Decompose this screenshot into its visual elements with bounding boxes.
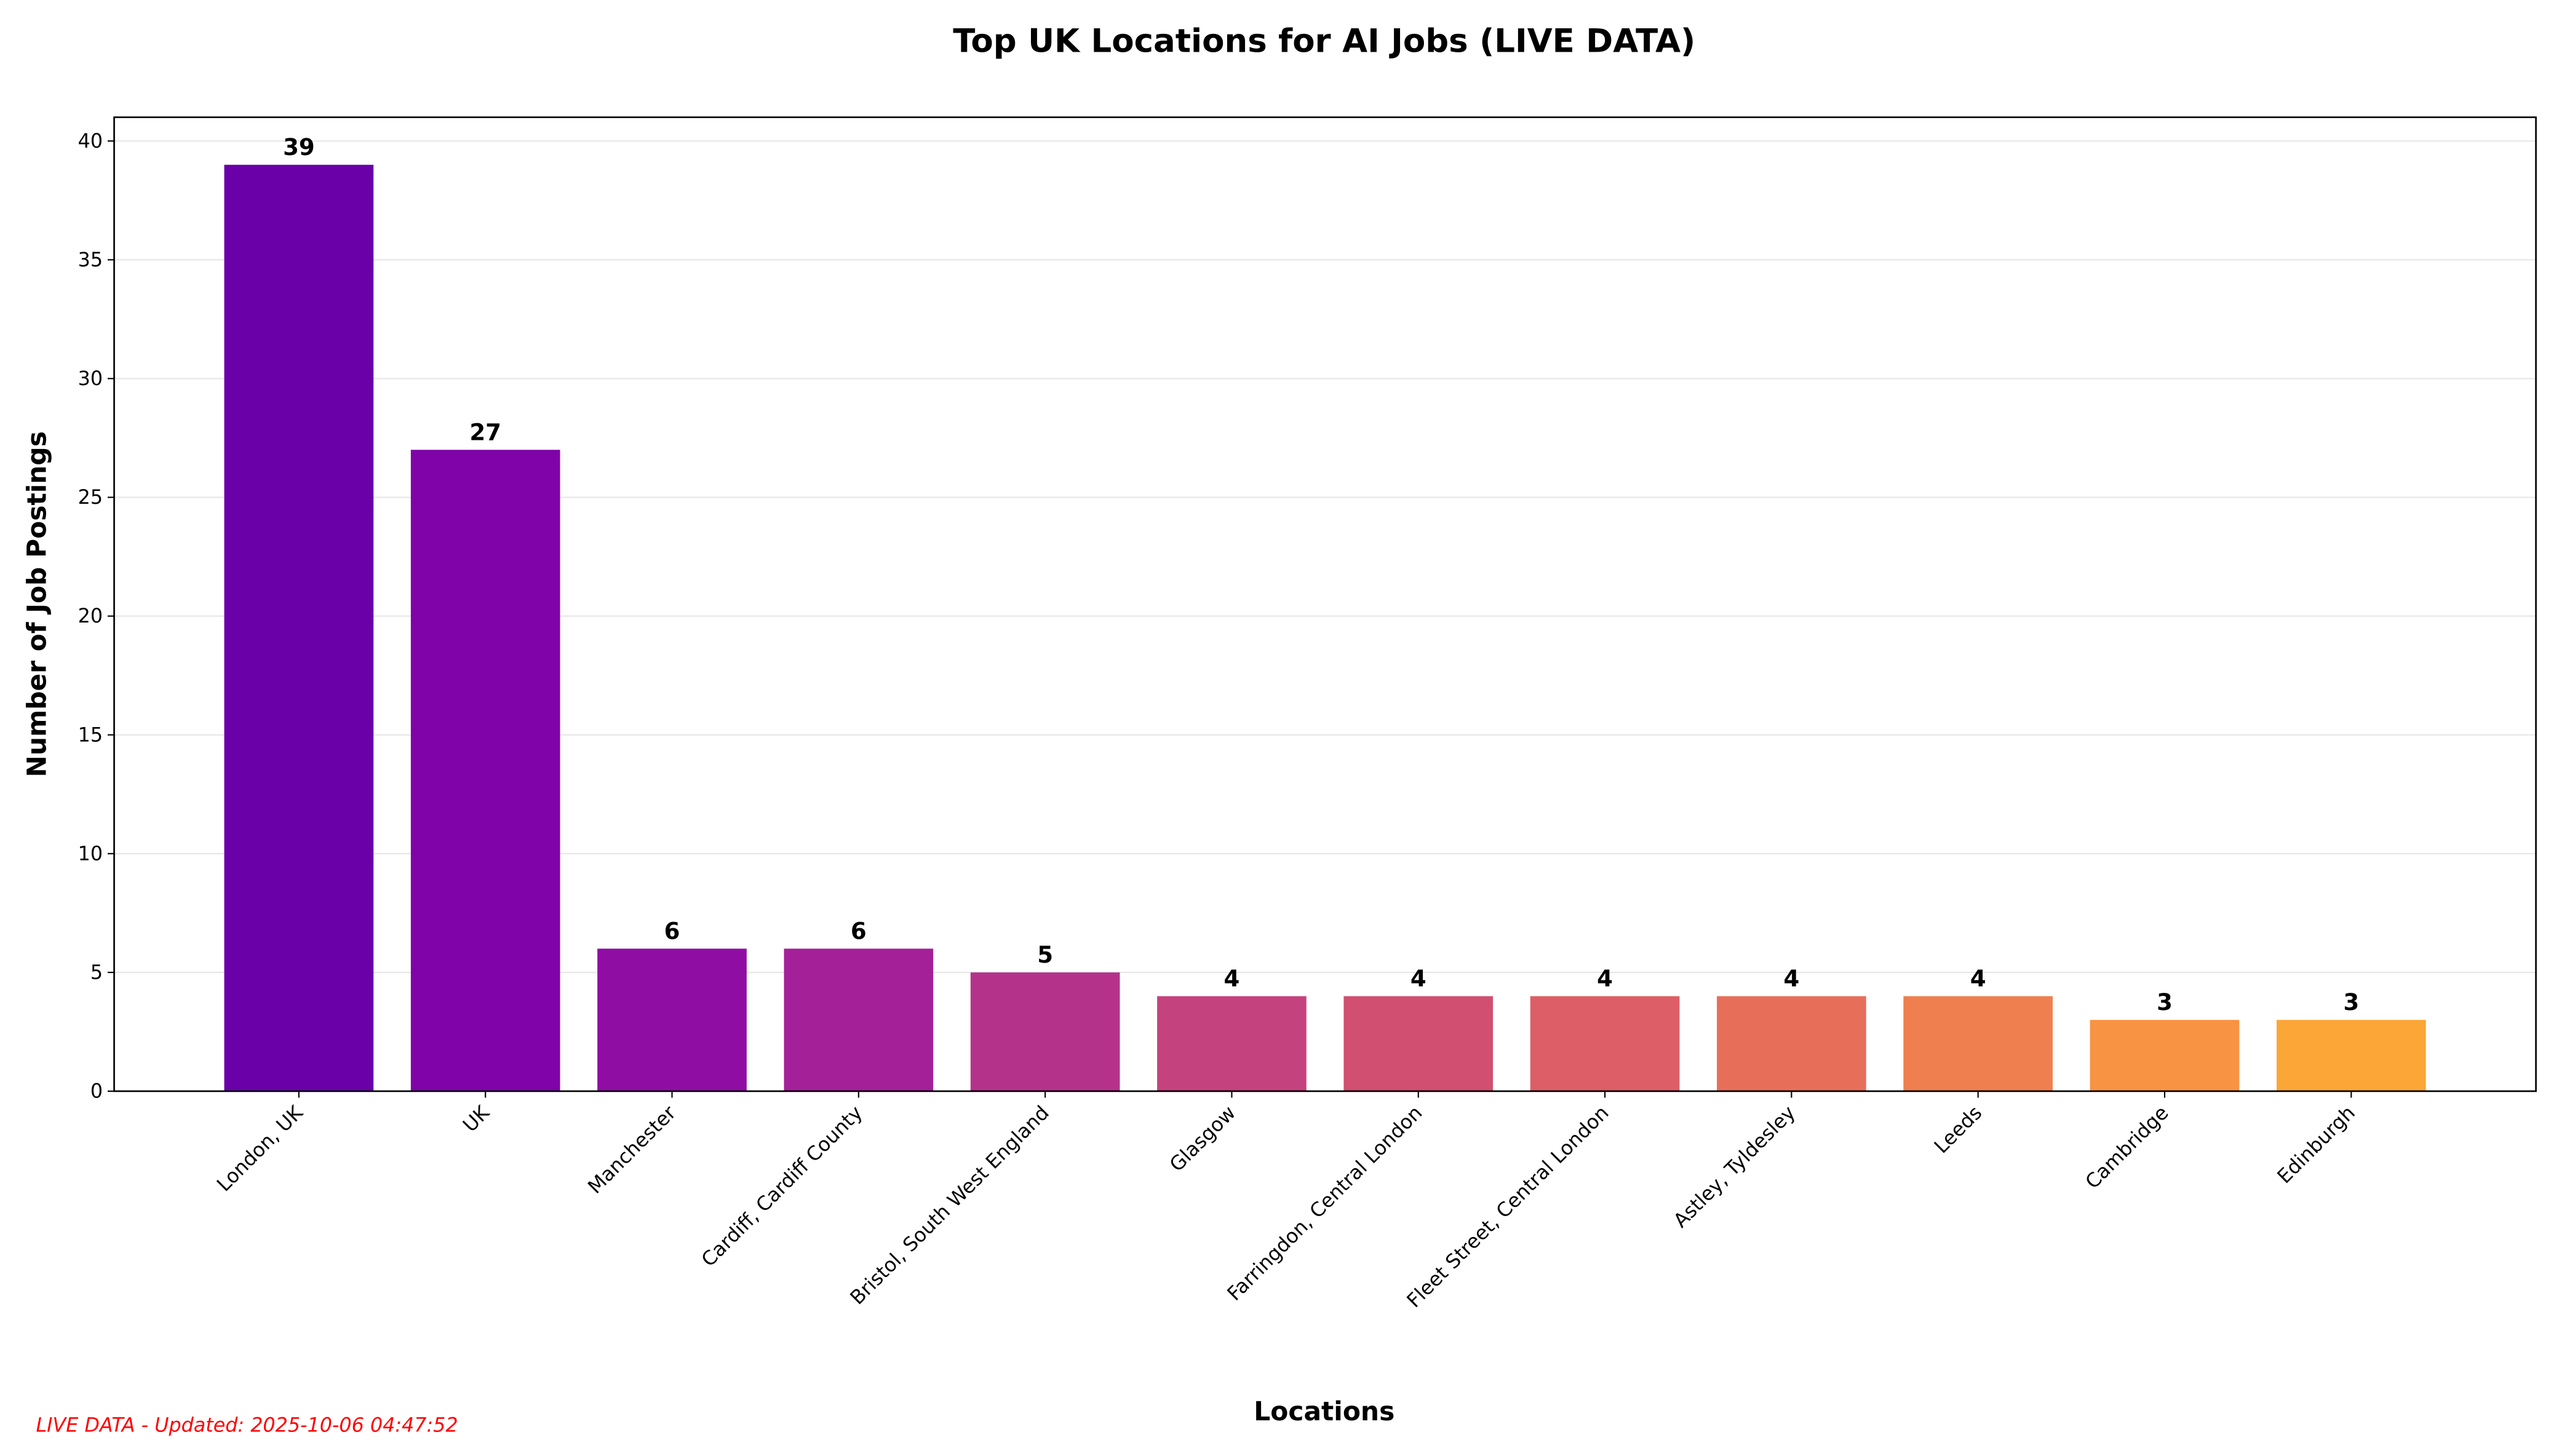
bar xyxy=(224,164,374,1091)
y-tick-label: 30 xyxy=(78,368,103,390)
bar-value-label: 4 xyxy=(1224,966,1240,992)
bar xyxy=(1530,996,1680,1091)
bar xyxy=(2277,1020,2426,1091)
x-tick-label: Edinburgh xyxy=(2274,1102,2360,1188)
x-tick-label: Bristol, South West England xyxy=(846,1102,1054,1309)
bar-value-label: 4 xyxy=(1410,966,1426,992)
y-tick-label: 25 xyxy=(78,487,103,509)
bar xyxy=(1903,996,2053,1091)
bar xyxy=(410,450,560,1091)
plot-frame xyxy=(113,116,2537,1092)
y-tick-label: 10 xyxy=(78,843,103,865)
x-tick-label: Leeds xyxy=(1930,1102,1986,1158)
bar-value-label: 39 xyxy=(283,134,315,161)
bar xyxy=(1343,996,1494,1091)
bar xyxy=(2090,1020,2240,1091)
x-axis-label: Locations xyxy=(1254,1396,1394,1426)
y-tick-label: 0 xyxy=(90,1081,103,1103)
x-tick-label: Farringdon, Central London xyxy=(1223,1102,1427,1305)
bar-value-label: 5 xyxy=(1037,942,1053,968)
y-tick-label: 20 xyxy=(78,605,103,627)
bar-value-label: 6 xyxy=(664,918,680,944)
x-tick-label: Cambridge xyxy=(2082,1102,2173,1193)
bars: 39 27 6 6 5 4 4 4 4 4 3 3 xyxy=(224,134,2426,1091)
bar-value-label: 27 xyxy=(469,419,501,445)
bar-value-label: 3 xyxy=(2343,989,2359,1016)
y-tick-label: 15 xyxy=(78,724,103,746)
x-tick-label: Glasgow xyxy=(1166,1102,1240,1176)
bar xyxy=(597,949,747,1091)
bar-value-label: 4 xyxy=(1970,966,1986,992)
x-tick-label: Manchester xyxy=(584,1102,680,1198)
bar-value-label: 4 xyxy=(1784,966,1800,992)
bar-value-label: 3 xyxy=(2157,989,2173,1016)
y-axis-label: Number of Job Postings xyxy=(22,431,52,777)
y-tick-label: 35 xyxy=(78,249,103,271)
bar xyxy=(1157,996,1307,1091)
chart-title: Top UK Locations for AI Jobs (LIVE DATA) xyxy=(953,23,1695,60)
x-tick-label: UK xyxy=(459,1101,494,1136)
bar xyxy=(1717,996,1866,1091)
bar-value-label: 4 xyxy=(1597,966,1613,992)
bar xyxy=(784,949,934,1091)
live-data-timestamp: LIVE DATA - Updated: 2025-10-06 04:47:52 xyxy=(36,1414,458,1436)
x-axis: London, UK UK Manchester Cardiff, Cardiff C… xyxy=(213,1091,2360,1312)
bar xyxy=(970,972,1120,1091)
y-axis: 0 5 10 15 20 25 30 35 40 xyxy=(78,130,114,1103)
bar-value-label: 6 xyxy=(851,918,867,944)
x-tick-label: Cardiff, Cardiff County xyxy=(698,1102,867,1271)
x-tick-label: London, UK xyxy=(213,1101,308,1196)
y-tick-label: 5 xyxy=(90,961,103,984)
x-tick-label: Astley, Tyldesley xyxy=(1669,1102,1800,1232)
y-tick-label: 40 xyxy=(78,130,103,153)
x-tick-label: Fleet Street, Central London xyxy=(1403,1102,1613,1312)
